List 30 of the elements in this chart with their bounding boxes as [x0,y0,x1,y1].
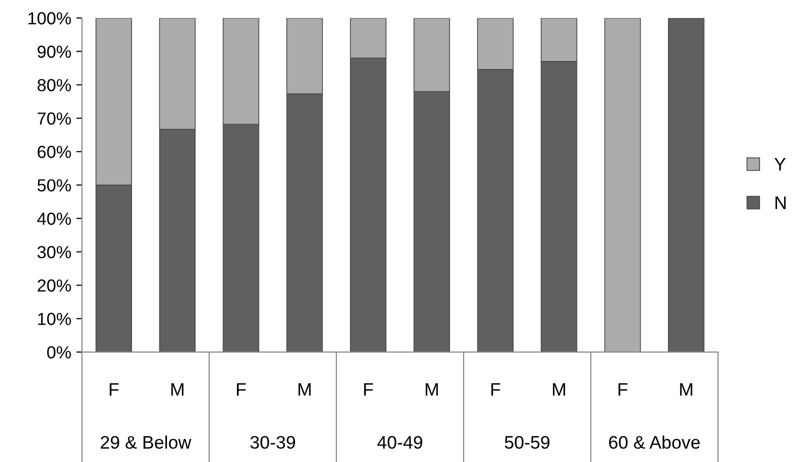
x-tick-label: F [110,383,119,396]
x-tick-label: F [364,383,373,396]
y-tick-label: 70% [38,112,71,125]
y-tick-label: 50% [38,179,71,192]
y-tick-label: 20% [38,279,71,292]
y-tick-label: 30% [37,246,71,258]
x-tick-label: M [680,383,692,396]
x-tick-label: M [171,383,184,396]
y-tick-label: 0% [47,346,71,359]
x-tick-label: M [298,383,311,396]
x-tick-label: F [236,383,246,396]
text: 50-59 [504,436,550,449]
text: 29 & Below [100,435,192,449]
y-tick-label: 60% [38,146,71,158]
text: 40-49 [377,436,422,449]
y-tick-label: 80% [38,78,71,92]
x-tick-label: F [618,383,628,396]
x-tick-label: M [552,383,566,396]
bar [668,18,704,352]
legend-label: Y [774,158,786,170]
x-tick-label: M [426,383,438,396]
y-tick-label: 100% [28,12,71,24]
y-tick-label: 10% [38,312,71,326]
y-tick-label: 90% [38,46,71,58]
legend-label: N [776,196,786,209]
x-tick-label: F [491,383,500,396]
text: 60 & Above [609,435,700,449]
text: 30-39 [250,436,296,449]
y-tick-label: 40% [37,212,71,225]
bar [604,18,641,352]
